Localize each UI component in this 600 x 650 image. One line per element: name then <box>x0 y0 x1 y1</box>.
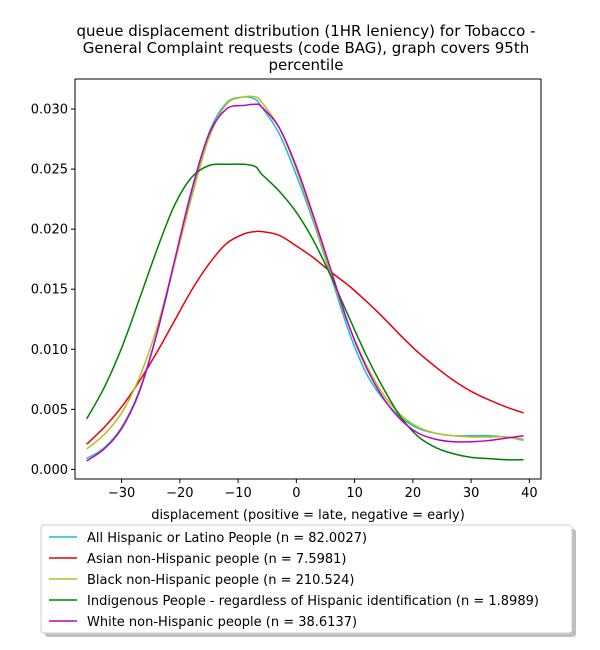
x-tick-label: −30 <box>108 486 135 501</box>
legend-label-3: Black non-Hispanic people (n = 210.524) <box>87 573 354 588</box>
chart-title: queue displacement distribution (1HR len… <box>76 22 535 74</box>
x-tick-label: −20 <box>166 486 193 501</box>
y-tick-label: 0.010 <box>31 343 68 358</box>
legend-label-2: Asian non-Hispanic people (n = 7.5981) <box>87 552 346 567</box>
chart-title-line-1: queue displacement distribution (1HR len… <box>76 22 535 40</box>
legend-label-5: White non-Hispanic people (n = 38.6137) <box>87 615 357 630</box>
chart-title-line-3: percentile <box>268 56 343 74</box>
y-tick-label: 0.015 <box>31 283 68 298</box>
legend-label-1: All Hispanic or Latino People (n = 82.00… <box>87 531 367 546</box>
y-tick-label: 0.025 <box>31 163 68 178</box>
y-tick-label: 0.030 <box>31 103 68 118</box>
x-axis-label: displacement (positive = late, negative … <box>151 508 465 523</box>
x-tick-label: −10 <box>224 486 251 501</box>
plot-area-frame <box>74 78 542 480</box>
series-line-1 <box>86 96 524 460</box>
y-tick-label: 0.020 <box>31 223 68 238</box>
x-axis-ticks: −30 −20 −10 0 10 20 30 40 <box>108 479 538 501</box>
x-tick-label: 10 <box>346 486 363 501</box>
x-tick-label: 20 <box>405 486 422 501</box>
series-line-2 <box>86 230 524 445</box>
legend-label-4: Indigenous People - regardless of Hispan… <box>87 594 539 609</box>
series-line-3 <box>86 95 524 450</box>
x-tick-label: 30 <box>463 486 480 501</box>
series-line-5 <box>86 103 524 462</box>
series-lines <box>85 95 524 462</box>
x-tick-label: 0 <box>292 486 300 501</box>
series-line-4 <box>85 163 524 461</box>
legend: All Hispanic or Latino People (n = 82.00… <box>40 524 576 637</box>
legend-frame <box>40 524 573 634</box>
y-axis-ticks: 0.000 0.005 0.010 0.015 0.020 0.025 0.030 <box>31 103 75 478</box>
y-tick-label: 0.005 <box>31 403 68 418</box>
x-tick-label: 40 <box>521 486 538 501</box>
chart-title-line-2: General Complaint requests (code BAG), g… <box>83 39 529 57</box>
y-tick-label: 0.000 <box>31 463 68 478</box>
